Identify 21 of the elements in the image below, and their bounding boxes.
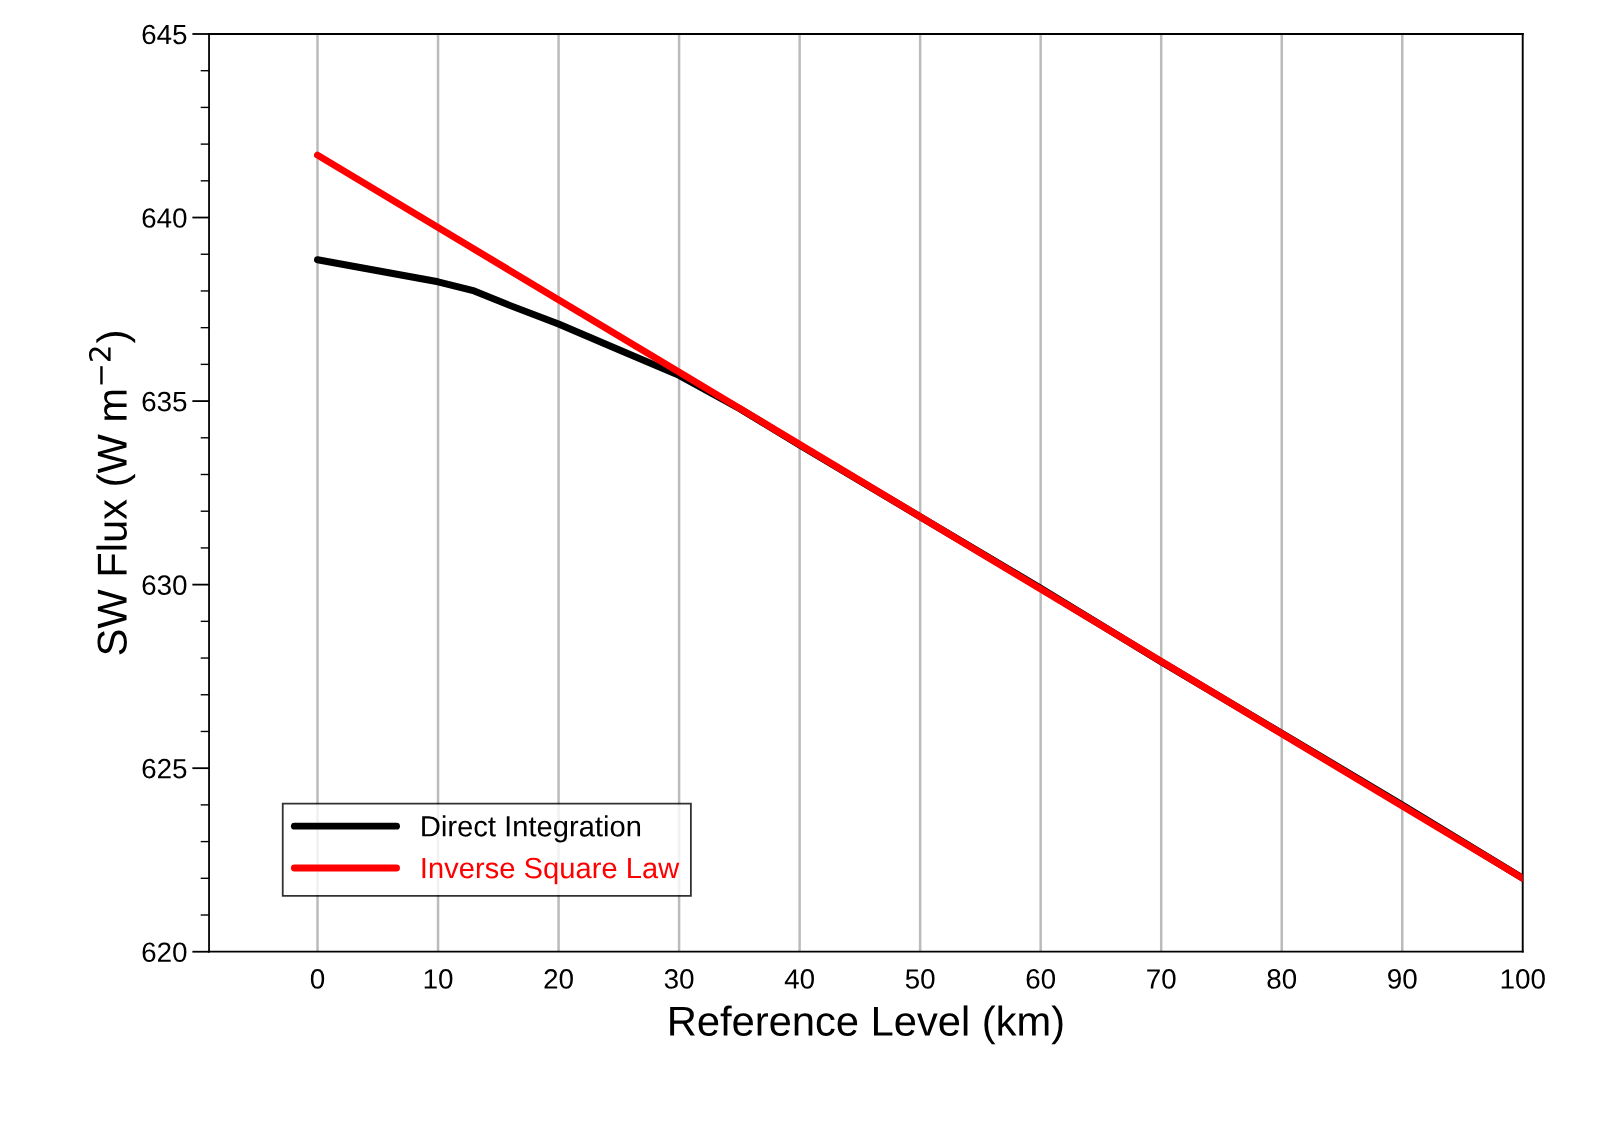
y-tick-label: 630: [142, 575, 187, 595]
x-tick-label: 90: [1388, 969, 1417, 989]
x-tick-label: 80: [1267, 969, 1297, 989]
y-tick-label: 640: [142, 208, 187, 228]
x-tick-label: 30: [664, 969, 694, 989]
legend-label: Inverse Square Law: [422, 857, 680, 885]
y-axis-title: SW Flux (W m$^{−2}$): [88, 332, 136, 655]
x-tick-label: 10: [424, 969, 453, 989]
y-tick-label: 645: [142, 24, 187, 45]
x-tick-label: 20: [544, 969, 573, 989]
x-tick-label: 60: [1026, 969, 1056, 989]
x-axis-title: Reference Level (km): [670, 1005, 1063, 1045]
x-tick-label: 100: [1501, 969, 1545, 989]
y-tick-label: 635: [142, 391, 187, 412]
x-tick-label: 40: [784, 969, 814, 989]
legend-label: Direct Integration: [422, 815, 641, 843]
x-tick-label: 50: [905, 969, 935, 989]
y-tick-label: 625: [142, 758, 187, 779]
x-tick-label: 0: [310, 969, 325, 989]
y-tick-label: 620: [142, 942, 187, 963]
x-tick-label: 70: [1147, 969, 1176, 989]
